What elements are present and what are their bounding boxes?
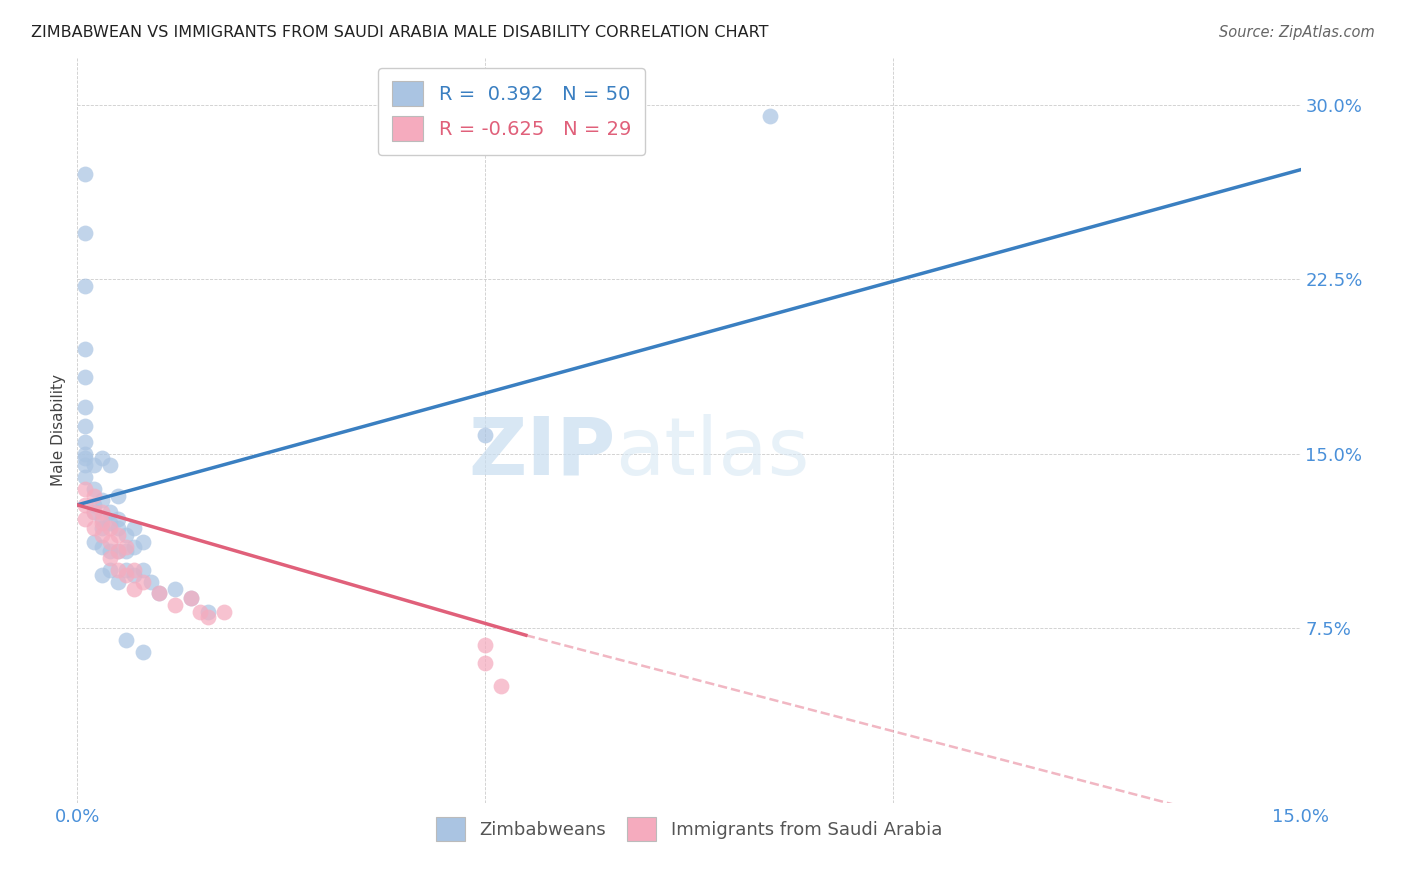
Point <box>139 574 162 589</box>
Point <box>90 505 112 519</box>
Point <box>90 516 112 531</box>
Point <box>83 521 105 535</box>
Text: ZIP: ZIP <box>468 414 616 491</box>
Point <box>131 535 153 549</box>
Text: ZIMBABWEAN VS IMMIGRANTS FROM SAUDI ARABIA MALE DISABILITY CORRELATION CHART: ZIMBABWEAN VS IMMIGRANTS FROM SAUDI ARAB… <box>31 25 769 40</box>
Point <box>90 451 112 466</box>
Point <box>148 586 170 600</box>
Point <box>75 447 97 461</box>
Point <box>197 609 219 624</box>
Point <box>90 567 112 582</box>
Point <box>75 167 97 181</box>
Point <box>75 498 97 512</box>
Point <box>90 540 112 554</box>
Point <box>98 544 121 558</box>
Point <box>115 540 138 554</box>
Point <box>83 489 105 503</box>
Point <box>107 544 129 558</box>
Point <box>75 226 97 240</box>
Point <box>124 582 146 596</box>
Point <box>107 563 129 577</box>
Point <box>90 528 112 542</box>
Point <box>83 498 105 512</box>
Point <box>115 528 138 542</box>
Point <box>75 369 97 384</box>
Point <box>107 521 129 535</box>
Point <box>75 400 97 414</box>
Point <box>83 505 105 519</box>
Point <box>83 482 105 496</box>
Point <box>75 470 97 484</box>
Point <box>180 591 202 605</box>
Point <box>98 516 121 531</box>
Point <box>212 605 235 619</box>
Point <box>75 435 97 450</box>
Point <box>124 540 146 554</box>
Point <box>115 632 138 647</box>
Point <box>124 563 146 577</box>
Point <box>474 638 496 652</box>
Point <box>98 551 121 566</box>
Point <box>83 505 105 519</box>
Point <box>75 451 97 466</box>
Point <box>107 489 129 503</box>
Point <box>83 458 105 473</box>
Point <box>115 563 138 577</box>
Text: atlas: atlas <box>616 414 810 491</box>
Point <box>115 567 138 582</box>
Point <box>165 582 187 596</box>
Point <box>124 567 146 582</box>
Point <box>107 528 129 542</box>
Point <box>90 521 112 535</box>
Point <box>75 279 97 293</box>
Point <box>131 574 153 589</box>
Point <box>491 680 513 694</box>
Point <box>98 535 121 549</box>
Point <box>107 512 129 526</box>
Point <box>474 428 496 442</box>
Point <box>83 535 105 549</box>
Point <box>131 563 153 577</box>
Point <box>75 342 97 356</box>
Point <box>75 458 97 473</box>
Y-axis label: Male Disability: Male Disability <box>51 375 66 486</box>
Point <box>759 109 782 123</box>
Point <box>148 586 170 600</box>
Point <box>98 521 121 535</box>
Point <box>188 605 211 619</box>
Point <box>197 605 219 619</box>
Point <box>124 521 146 535</box>
Point <box>107 544 129 558</box>
Point <box>131 644 153 658</box>
Point <box>98 563 121 577</box>
Point <box>165 598 187 612</box>
Point <box>90 493 112 508</box>
Point <box>474 656 496 670</box>
Point <box>115 544 138 558</box>
Text: Source: ZipAtlas.com: Source: ZipAtlas.com <box>1219 25 1375 40</box>
Point <box>180 591 202 605</box>
Point <box>75 482 97 496</box>
Point <box>90 512 112 526</box>
Point <box>75 418 97 433</box>
Legend: Zimbabweans, Immigrants from Saudi Arabia: Zimbabweans, Immigrants from Saudi Arabi… <box>426 808 952 850</box>
Point <box>98 458 121 473</box>
Point <box>98 505 121 519</box>
Point <box>75 512 97 526</box>
Point <box>107 574 129 589</box>
